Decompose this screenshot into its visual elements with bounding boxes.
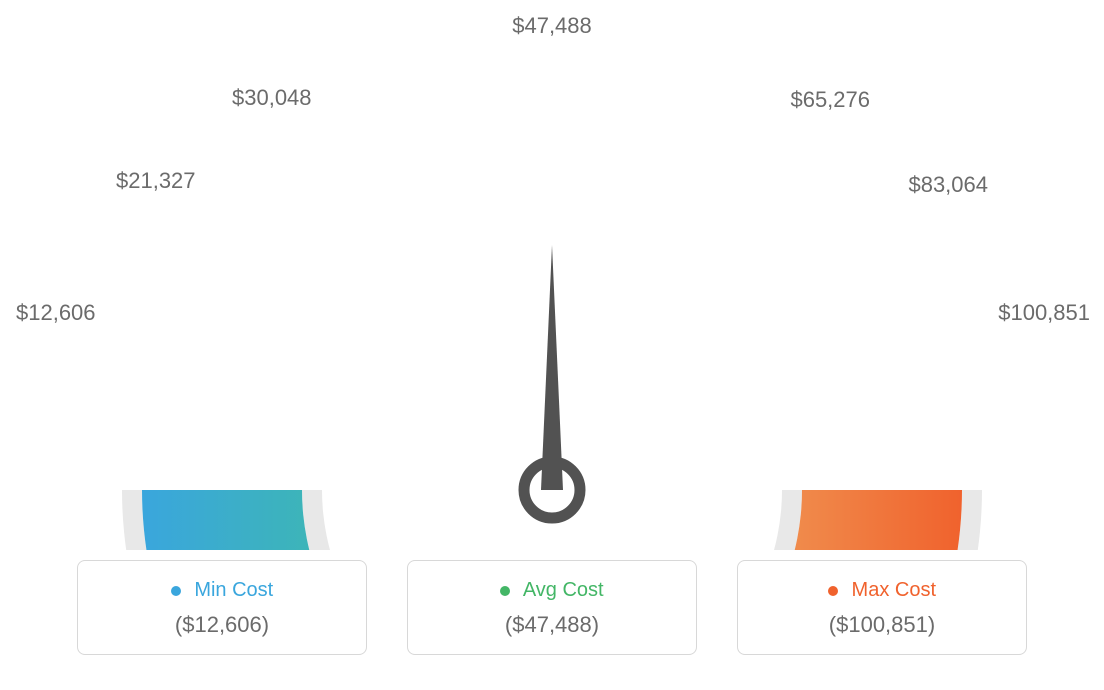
legend-dot-avg <box>500 586 510 596</box>
legend-row: Min Cost ($12,606) Avg Cost ($47,488) Ma… <box>0 560 1104 655</box>
gauge-tick-label: $100,851 <box>998 300 1090 326</box>
legend-dot-max <box>828 586 838 596</box>
legend-value-avg: ($47,488) <box>408 612 696 638</box>
gauge-tick-label: $47,488 <box>512 13 592 39</box>
legend-card-max: Max Cost ($100,851) <box>737 560 1027 655</box>
legend-title-min: Min Cost <box>78 579 366 602</box>
gauge-tick-label: $83,064 <box>908 172 988 198</box>
legend-dot-min <box>171 586 181 596</box>
legend-title-max-text: Max Cost <box>852 579 936 601</box>
gauge-tick-label: $21,327 <box>116 168 196 194</box>
legend-title-max: Max Cost <box>738 579 1026 602</box>
legend-title-min-text: Min Cost <box>194 579 273 601</box>
legend-card-avg: Avg Cost ($47,488) <box>407 560 697 655</box>
legend-card-min: Min Cost ($12,606) <box>77 560 367 655</box>
legend-title-avg-text: Avg Cost <box>523 579 604 601</box>
gauge-tick-label: $12,606 <box>16 300 96 326</box>
gauge-tick-label: $30,048 <box>232 85 312 111</box>
legend-value-max: ($100,851) <box>738 612 1026 638</box>
legend-title-avg: Avg Cost <box>408 579 696 602</box>
gauge-tick-label: $65,276 <box>790 87 870 113</box>
legend-value-min: ($12,606) <box>78 612 366 638</box>
gauge-svg <box>0 0 1104 550</box>
gauge-chart: $12,606 $21,327 $30,048 $47,488 $65,276 $83,0… <box>0 0 1104 550</box>
